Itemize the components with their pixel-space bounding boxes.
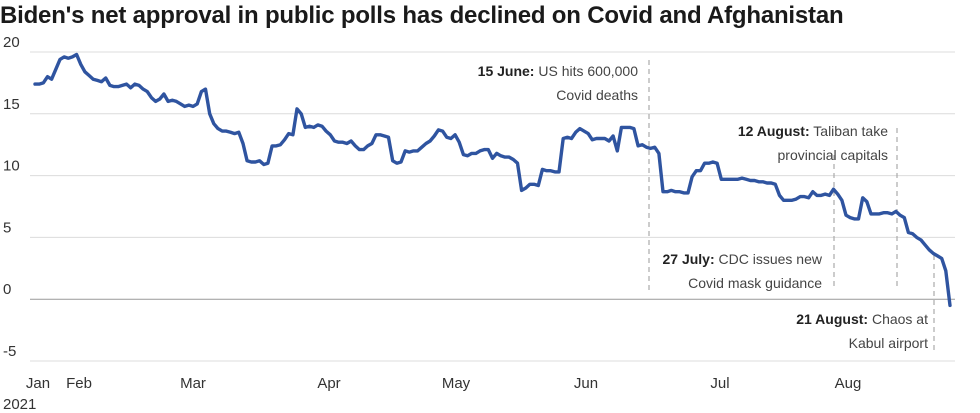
y-tick-label: 0 <box>3 281 11 298</box>
x-tick-label: Jan <box>26 375 50 392</box>
annotation-text-line2: Covid mask guidance <box>688 275 822 291</box>
annotation-date: 21 August: <box>796 311 868 327</box>
y-tick-label: 20 <box>3 34 20 51</box>
annotation-text: 12 August: Taliban take <box>738 123 888 139</box>
annotation-date: 27 July: <box>662 251 714 267</box>
annotation-text: 27 July: CDC issues new <box>662 251 822 267</box>
x-year-label: 2021 <box>3 396 36 413</box>
x-tick-label: Jul <box>710 375 729 392</box>
x-tick-label: May <box>442 375 471 392</box>
annotation-date: 15 June: <box>478 63 535 79</box>
y-tick-label: 15 <box>3 96 20 113</box>
annotations: 15 June: US hits 600,000 Covid deaths 12 A… <box>478 63 928 351</box>
annotation-text: 21 August: Chaos at <box>796 311 928 327</box>
y-tick-label: -5 <box>3 343 16 360</box>
annotation-event: US hits 600,000 <box>534 63 638 79</box>
chart-title: Biden's net approval in public polls has… <box>0 2 844 29</box>
gridlines <box>30 51 955 362</box>
series-line <box>33 52 952 308</box>
annotation-lines <box>648 60 935 350</box>
annotation-text-line2: Covid deaths <box>556 87 638 103</box>
annotation-date: 12 August: <box>738 123 810 139</box>
y-tick-label: 5 <box>3 219 11 236</box>
x-tick-label: Apr <box>317 375 340 392</box>
y-tick-label: 10 <box>3 158 20 175</box>
annotation-text-line2: Kabul airport <box>849 335 928 351</box>
annotation-text-line2: provincial capitals <box>778 147 889 163</box>
annotation-event: Chaos at <box>868 311 928 327</box>
x-tick-label: Mar <box>180 375 206 392</box>
x-axis-ticks: Jan Feb Mar Apr May Jun Jul Aug 2021 <box>3 375 861 413</box>
annotation-event: CDC issues new <box>715 251 823 267</box>
x-tick-label: Feb <box>66 375 92 392</box>
x-tick-label: Aug <box>835 375 862 392</box>
x-tick-label: Jun <box>574 375 598 392</box>
series-layer <box>33 52 952 308</box>
annotation-text: 15 June: US hits 600,000 <box>478 63 639 79</box>
y-axis-ticks: 20 15 10 5 0 -5 <box>3 34 20 360</box>
annotation-event: Taliban take <box>810 123 889 139</box>
